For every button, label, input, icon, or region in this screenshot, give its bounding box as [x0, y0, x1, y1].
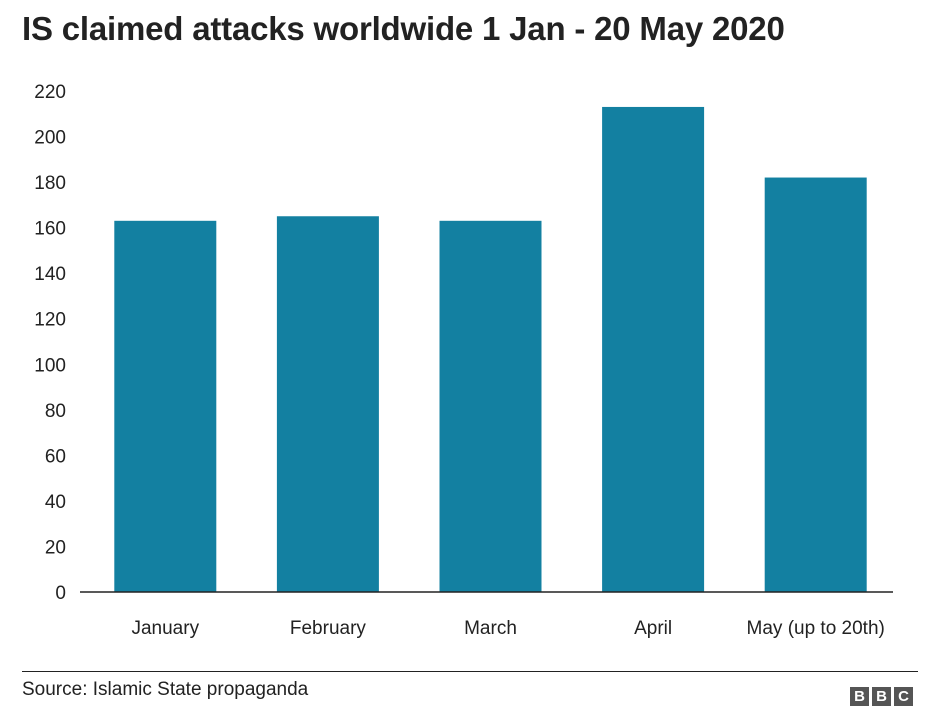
x-tick-label: January — [131, 618, 199, 639]
y-tick-label: 60 — [45, 446, 66, 467]
x-tick-label: April — [634, 618, 672, 639]
y-tick-label: 220 — [34, 82, 66, 103]
x-tick-label: March — [464, 618, 517, 639]
bar-april — [602, 106, 705, 592]
bbc-logo-letter: B — [850, 687, 869, 706]
y-tick-label: 100 — [34, 355, 66, 376]
bar-february — [276, 216, 379, 592]
bar-chart: 0 20 40 60 80 100 120 140 160 180 200 220 January Fe… — [34, 82, 893, 639]
y-tick-label: 0 — [55, 583, 66, 604]
y-tick-label: 160 — [34, 219, 66, 240]
y-tick-label: 180 — [34, 173, 66, 194]
y-tick-label: 40 — [45, 492, 66, 513]
y-tick-label: 120 — [34, 310, 66, 331]
bbc-logo: B B C — [850, 687, 913, 706]
y-axis-ticks: 0 20 40 60 80 100 120 140 160 180 200 220 — [34, 82, 66, 604]
bar-may — [764, 177, 867, 592]
y-tick-label: 20 — [45, 537, 66, 558]
bar-january — [114, 220, 217, 592]
bars — [114, 106, 867, 592]
bbc-logo-letter: B — [872, 687, 891, 706]
bbc-logo-letter: C — [894, 687, 913, 706]
y-tick-label: 200 — [34, 128, 66, 149]
x-axis-labels: January February March April May (up to 20th… — [131, 618, 884, 639]
bar-march — [439, 220, 542, 592]
y-tick-label: 140 — [34, 264, 66, 285]
x-tick-label: February — [290, 618, 367, 639]
source-note: Source: Islamic State propaganda — [22, 679, 309, 700]
x-tick-label: May (up to 20th) — [747, 618, 885, 639]
chart-title: IS claimed attacks worldwide 1 Jan - 20 … — [22, 10, 785, 47]
footer-divider — [22, 671, 918, 672]
y-tick-label: 80 — [45, 401, 66, 422]
